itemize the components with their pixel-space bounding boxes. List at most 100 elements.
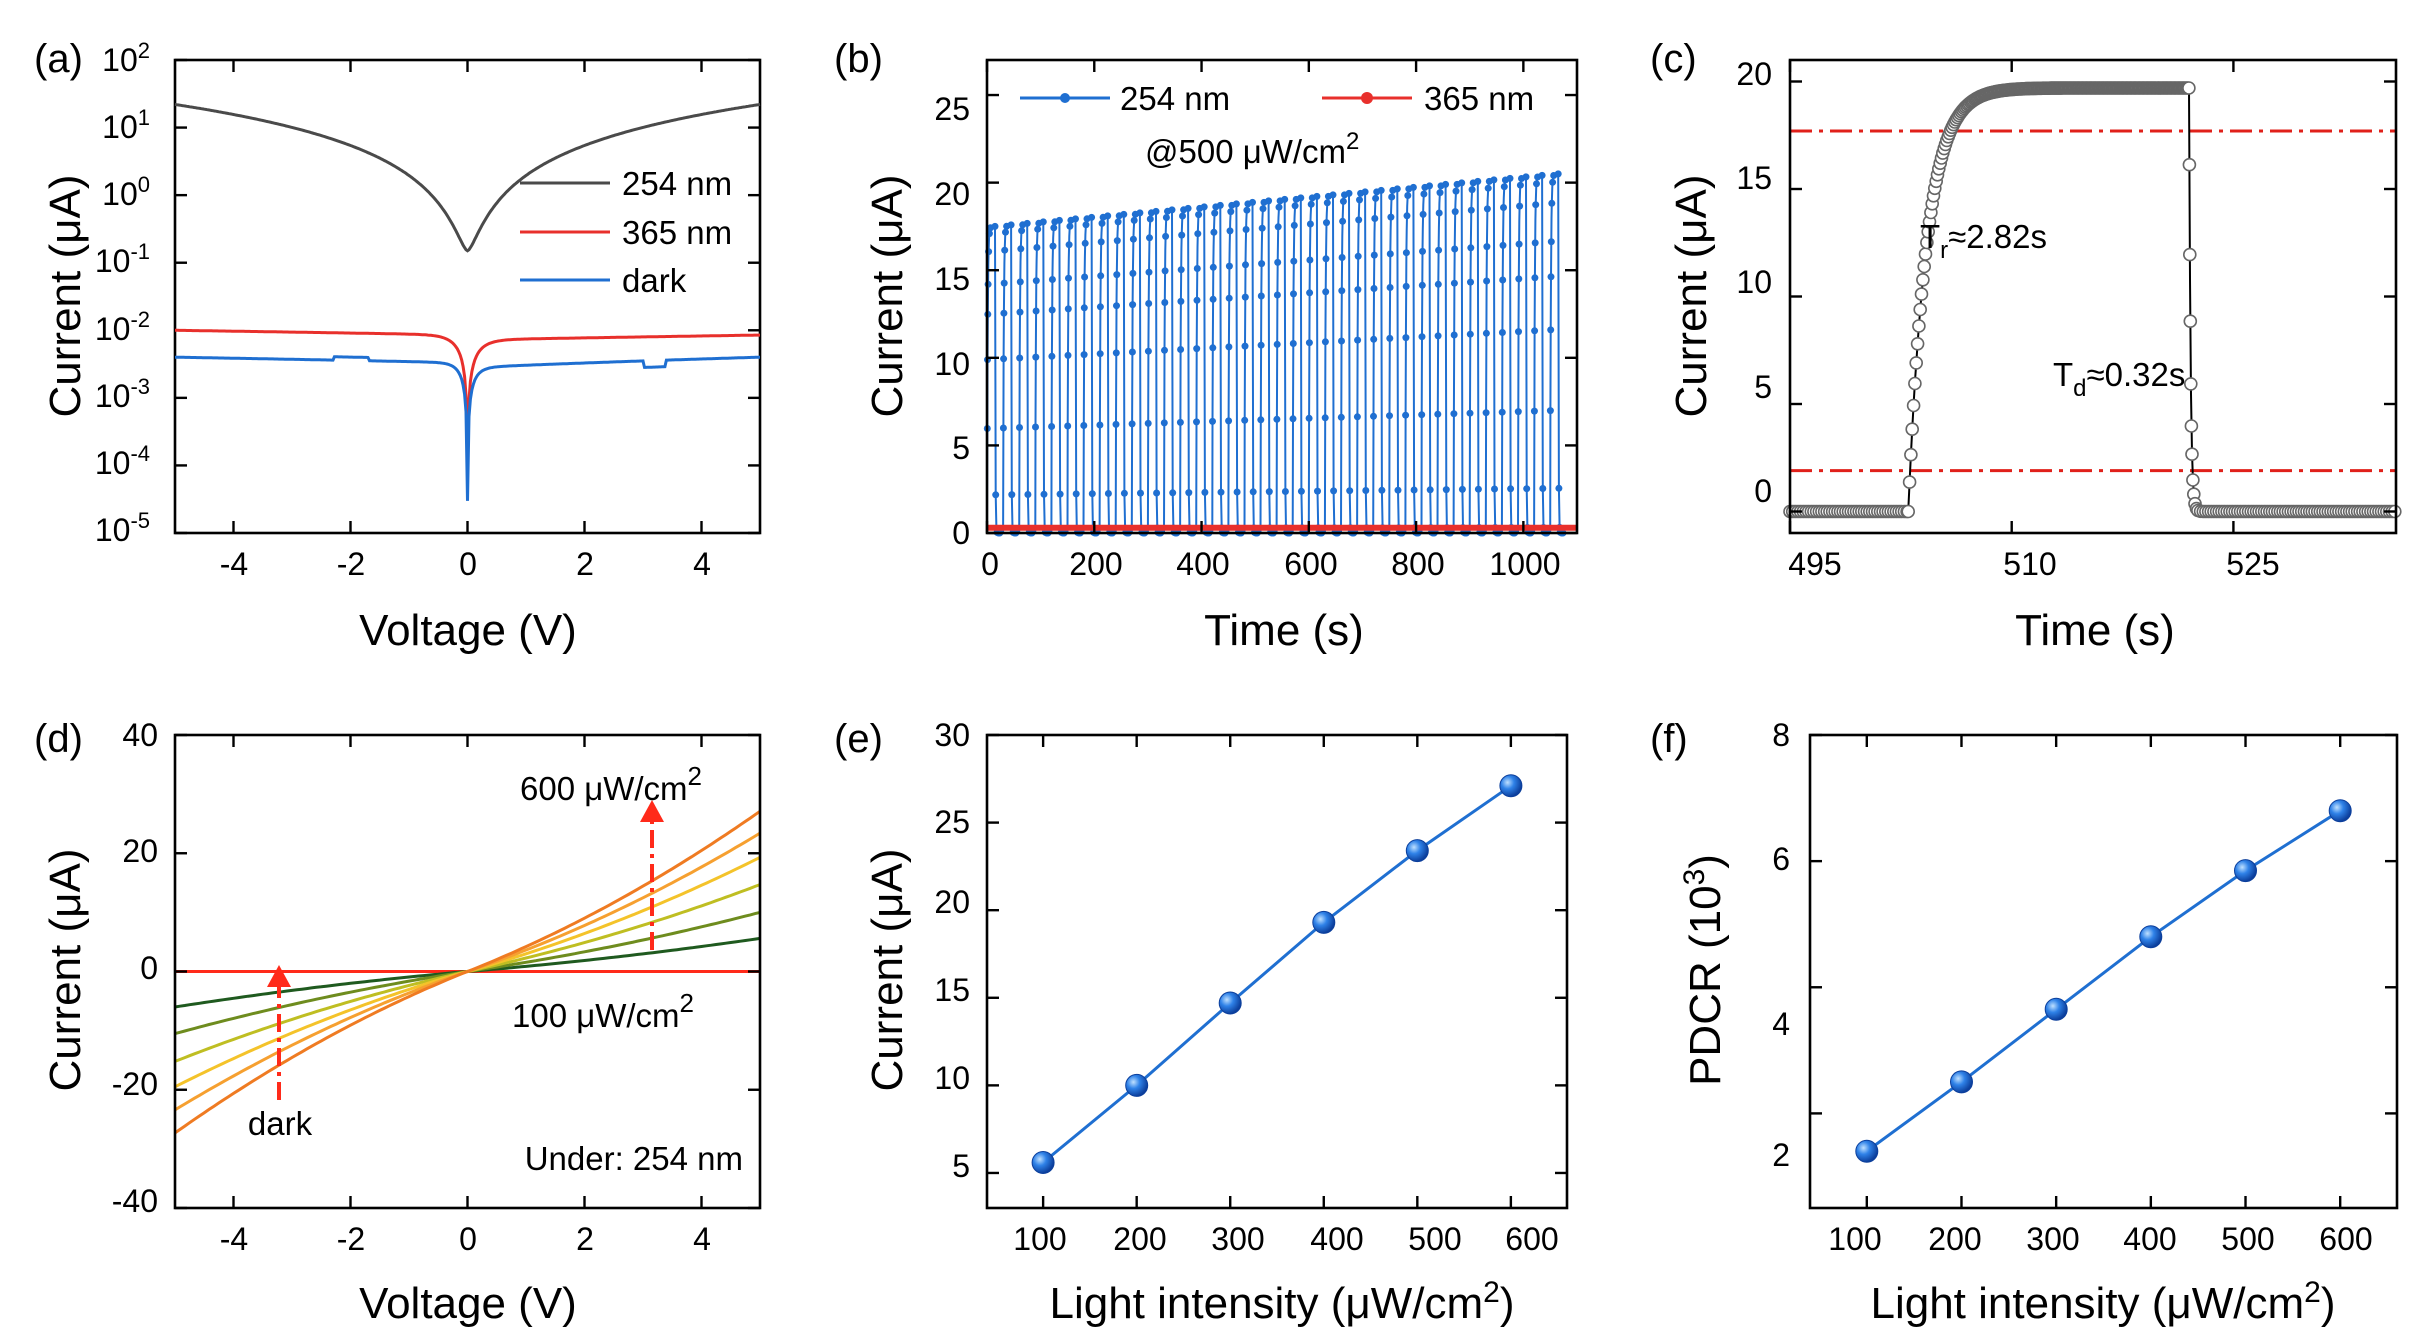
- cycle-point-254: [1016, 308, 1024, 316]
- cycle-point-254: [1355, 216, 1363, 224]
- cycle-line-254: [986, 225, 1004, 534]
- response-point: [2182, 157, 2197, 172]
- cycle-point-254: [1450, 410, 1458, 418]
- panel-f-ticks: [1810, 733, 2397, 1208]
- panel-a-ticks: [175, 58, 760, 535]
- a-ytick-label: 102: [102, 38, 150, 78]
- cycle-point-254: [1289, 415, 1297, 423]
- panel-f-series: [1855, 799, 2352, 1163]
- cycle-point-254: [1404, 192, 1412, 199]
- cycle-point-254: [1338, 287, 1346, 295]
- cycle-point-254: [1161, 346, 1168, 354]
- cycle-point-254: [1023, 219, 1031, 227]
- cycle-point-254: [1555, 484, 1563, 492]
- cycle-point-254: [1549, 178, 1557, 186]
- cycle-point-254: [1161, 267, 1169, 275]
- cycle-point-254: [1435, 246, 1443, 254]
- cycle-line-254: [1484, 178, 1502, 534]
- b-ytick-label: 0: [952, 515, 970, 551]
- b-xtick-label: 200: [1069, 546, 1122, 582]
- panel-f-xlabel: Light intensity (μW/cm2): [1870, 1276, 2335, 1328]
- cycle-point-254: [1097, 272, 1105, 280]
- panel-b-ylabel: Current (μA): [863, 175, 912, 418]
- cycle-point-254: [1322, 255, 1330, 263]
- cycle-point-254: [1483, 243, 1491, 251]
- panel-b-xtick-labels: 0 200 400 600 800 1000: [981, 546, 1560, 582]
- cycle-point-254: [1225, 343, 1233, 351]
- b-ytick-label: 5: [952, 430, 970, 466]
- response-point: [2184, 377, 2198, 391]
- cycle-point-254: [999, 424, 1007, 432]
- cycle-point-254: [1195, 211, 1203, 219]
- cycle-point-254: [1531, 327, 1539, 335]
- cycle-line-254: [1340, 192, 1358, 534]
- legend-label-365: 365 nm: [622, 214, 732, 251]
- panel-e-series: [1031, 774, 1523, 1174]
- panel-d-label: (d): [34, 717, 83, 761]
- d-ytick-label: -20: [112, 1066, 158, 1102]
- cycle-point-254: [1500, 204, 1507, 211]
- panel-f-ytick-labels: 2 4 6 8: [1772, 717, 1790, 1173]
- cycle-point-254: [1362, 487, 1370, 494]
- cycle-point-254: [1016, 354, 1024, 362]
- cycle-point-254: [1072, 215, 1079, 223]
- cycle-point-254: [1193, 296, 1201, 304]
- f-xtick-label: 600: [2319, 1221, 2372, 1257]
- cycle-line-254: [1468, 180, 1486, 534]
- cycle-point-254: [1258, 224, 1266, 232]
- cycle-point-254: [1098, 219, 1106, 227]
- panel-f-xtick-labels: 100 200 300 400 500 600: [1828, 1221, 2372, 1257]
- b-ytick-label: 20: [934, 176, 970, 212]
- cycle-point-254: [1225, 417, 1233, 425]
- f-ytick-label: 4: [1772, 1006, 1790, 1042]
- cycle-point-254: [1081, 239, 1089, 247]
- e-ytick-label: 15: [934, 972, 970, 1008]
- cycle-point-254: [1507, 485, 1515, 493]
- cycle-point-254: [1040, 490, 1048, 498]
- panel-a-xtick-labels: -4 -2 0 2 4: [220, 546, 711, 582]
- cycle-line-254: [1533, 174, 1551, 534]
- cycle-point-254: [1257, 292, 1265, 300]
- cycle-point-254: [1129, 235, 1137, 243]
- d-xtick-label: 4: [693, 1221, 711, 1257]
- cycle-point-254: [1017, 245, 1025, 253]
- cycle-point-254: [1500, 183, 1508, 191]
- cycle-point-254: [1377, 186, 1385, 194]
- e-ytick-label: 10: [934, 1060, 970, 1096]
- cycle-point-254: [1290, 221, 1298, 229]
- cycle-point-254: [1242, 261, 1249, 269]
- data-point: [1125, 1073, 1149, 1097]
- cycle-point-254: [1386, 284, 1394, 291]
- cycle-point-254: [1402, 411, 1410, 419]
- cycle-point-254: [1370, 412, 1377, 420]
- cycle-point-254: [1032, 423, 1039, 431]
- e-xtick-label: 200: [1113, 1221, 1166, 1257]
- cycle-point-254: [1451, 208, 1459, 216]
- cycle-point-254: [1177, 346, 1185, 353]
- panel-a-label: (a): [34, 37, 83, 81]
- cycle-point-254: [1371, 215, 1379, 222]
- cycle-point-254: [1243, 206, 1251, 214]
- cycle-point-254: [992, 491, 1000, 499]
- cycle-point-254: [1184, 204, 1192, 212]
- cycle-point-254: [1209, 263, 1217, 271]
- response-point: [1905, 422, 1919, 437]
- a-ytick-label: 101: [102, 105, 150, 145]
- cycle-point-254: [1000, 309, 1008, 317]
- cycle-point-254: [1257, 341, 1265, 349]
- cycle-point-254: [1088, 213, 1096, 221]
- cycle-point-254: [1338, 337, 1345, 345]
- e-xtick-label: 600: [1505, 1221, 1558, 1257]
- cycle-point-254: [1209, 417, 1216, 425]
- panel-b-ytick-labels: 0 5 10 15 20 25: [934, 91, 970, 551]
- cycle-point-254: [1050, 224, 1058, 232]
- cycle-line-254: [1002, 223, 1020, 534]
- cycle-point-254: [1008, 491, 1016, 499]
- cycle-line-254: [1517, 175, 1535, 534]
- cycle-line-254: [1275, 198, 1293, 534]
- cycle-point-254: [1153, 489, 1161, 497]
- d-xtick-label: 0: [459, 1221, 477, 1257]
- b-ytick-label: 10: [934, 346, 970, 382]
- cycle-point-254: [1499, 276, 1507, 284]
- response-point: [1914, 287, 1929, 301]
